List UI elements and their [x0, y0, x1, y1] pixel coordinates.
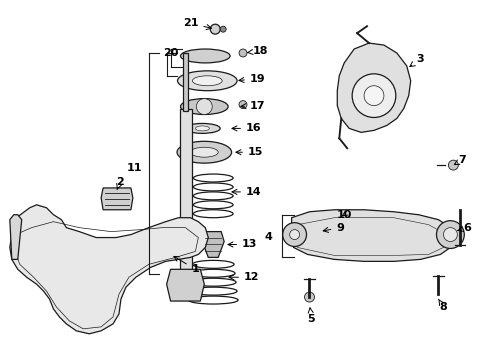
Text: 8: 8	[438, 299, 447, 312]
Text: 13: 13	[227, 239, 257, 249]
Text: 15: 15	[236, 147, 263, 157]
Ellipse shape	[180, 49, 230, 63]
Text: 18: 18	[247, 46, 268, 56]
Circle shape	[289, 230, 299, 239]
Circle shape	[447, 160, 457, 170]
Text: 3: 3	[409, 54, 424, 67]
Ellipse shape	[195, 126, 209, 131]
Polygon shape	[183, 53, 188, 111]
Circle shape	[443, 228, 456, 242]
Text: 1: 1	[174, 256, 199, 274]
Circle shape	[210, 24, 220, 34]
Polygon shape	[166, 269, 204, 301]
Circle shape	[239, 49, 246, 57]
Ellipse shape	[184, 123, 220, 133]
Circle shape	[351, 74, 395, 117]
Ellipse shape	[192, 76, 222, 86]
Text: 10: 10	[336, 210, 351, 220]
Text: 16: 16	[231, 123, 261, 134]
Polygon shape	[337, 43, 410, 132]
Circle shape	[364, 86, 383, 105]
Text: 9: 9	[323, 222, 344, 233]
Text: 12: 12	[228, 272, 259, 282]
Text: 20: 20	[163, 48, 178, 58]
Ellipse shape	[180, 99, 228, 114]
Polygon shape	[202, 231, 224, 257]
Text: 7: 7	[453, 155, 465, 165]
Ellipse shape	[177, 71, 237, 91]
Circle shape	[282, 223, 306, 247]
Text: 4: 4	[264, 231, 272, 242]
Polygon shape	[289, 210, 452, 261]
Circle shape	[436, 221, 463, 248]
Text: 21: 21	[183, 18, 211, 30]
Text: 17: 17	[241, 100, 265, 111]
Ellipse shape	[190, 147, 218, 157]
Text: 14: 14	[231, 187, 261, 197]
Text: 19: 19	[239, 74, 265, 84]
Text: 5: 5	[307, 308, 315, 324]
Circle shape	[239, 100, 246, 109]
Polygon shape	[179, 109, 192, 274]
Text: 11: 11	[127, 163, 142, 173]
Polygon shape	[101, 188, 133, 210]
Polygon shape	[10, 205, 208, 334]
Circle shape	[220, 26, 225, 32]
Text: 2: 2	[116, 177, 123, 190]
Circle shape	[304, 292, 314, 302]
Polygon shape	[10, 215, 21, 260]
Text: 6: 6	[457, 222, 470, 233]
Circle shape	[196, 99, 212, 114]
Ellipse shape	[177, 141, 231, 163]
